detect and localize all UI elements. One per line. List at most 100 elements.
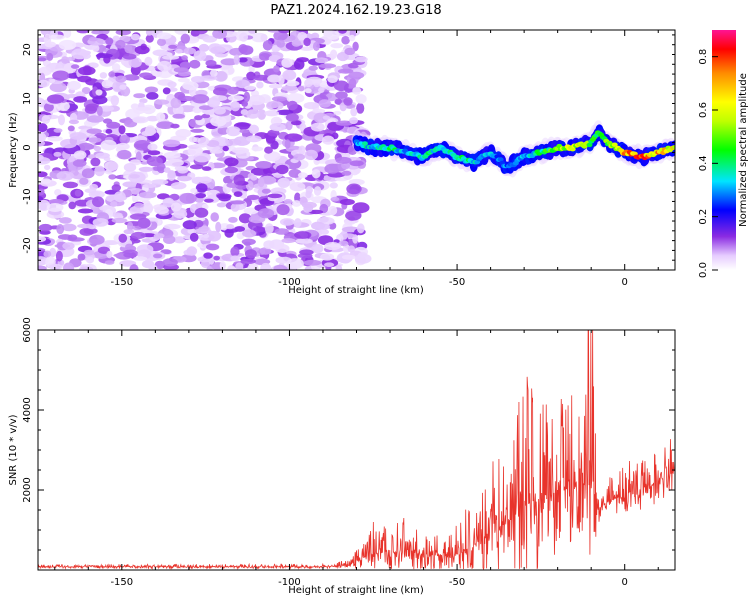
noise-cell bbox=[38, 57, 47, 62]
noise-cell bbox=[130, 213, 147, 220]
noise-cell bbox=[195, 183, 208, 193]
noise-cell bbox=[56, 224, 65, 235]
noise-cell bbox=[90, 157, 101, 167]
noise-cell bbox=[182, 220, 197, 230]
noise-cell bbox=[335, 264, 343, 270]
noise-cell bbox=[322, 135, 335, 145]
noise-cell bbox=[180, 33, 190, 44]
noise-cell bbox=[53, 128, 63, 133]
noise-cell bbox=[67, 80, 81, 91]
noise-cell bbox=[38, 265, 47, 270]
noise-cell bbox=[239, 129, 250, 134]
noise-cell bbox=[271, 96, 287, 102]
noise-cell bbox=[116, 142, 130, 151]
noise-cell bbox=[99, 72, 108, 79]
noise-cell bbox=[242, 229, 257, 238]
noise-cell bbox=[257, 109, 267, 120]
noise-cell bbox=[305, 76, 323, 85]
noise-cell bbox=[240, 258, 256, 264]
colorbar-tick-label: 0.4 bbox=[698, 155, 709, 171]
noise-cell bbox=[100, 139, 117, 151]
noise-cell bbox=[228, 216, 238, 223]
noise-cell bbox=[235, 262, 244, 270]
noise-cell bbox=[294, 218, 302, 228]
snr-xlabel: Height of straight line (km) bbox=[288, 585, 424, 596]
noise-cell bbox=[83, 249, 95, 256]
noise-cell bbox=[233, 174, 245, 186]
noise-cell bbox=[39, 230, 51, 235]
noise-cell bbox=[177, 78, 190, 83]
noise-cell bbox=[108, 174, 117, 180]
colorbar: 0.0 0.2 0.4 0.6 0.8 Normalized spectral ampl… bbox=[698, 30, 749, 278]
noise-cell bbox=[38, 79, 50, 88]
y-tick-label: 10 bbox=[22, 92, 33, 105]
noise-cell bbox=[105, 37, 114, 46]
noise-cell bbox=[146, 92, 159, 100]
noise-cell bbox=[203, 252, 213, 259]
noise-cell bbox=[157, 60, 172, 72]
noise-cell bbox=[213, 255, 220, 261]
noise-cell bbox=[175, 128, 192, 138]
noise-cell bbox=[46, 203, 64, 212]
noise-cell bbox=[206, 230, 222, 242]
noise-cell bbox=[186, 246, 198, 256]
noise-cell bbox=[352, 87, 362, 95]
y-tick-label: 2000 bbox=[22, 477, 33, 502]
noise-cell bbox=[322, 115, 331, 120]
figure-title: PAZ1.2024.162.19.23.G18 bbox=[270, 3, 441, 18]
noise-cell bbox=[104, 161, 119, 172]
noise-cell bbox=[97, 246, 110, 254]
noise-cell bbox=[349, 160, 364, 167]
noise-cell bbox=[338, 30, 347, 34]
noise-cell bbox=[348, 71, 365, 79]
y-tick-label: 6000 bbox=[22, 317, 33, 342]
noise-cell bbox=[229, 200, 245, 205]
noise-cell bbox=[145, 34, 154, 43]
colorbar-label: Normalized spectral amplitude bbox=[738, 73, 749, 227]
spectrogram-ylabel: Frequency (Hz) bbox=[8, 112, 19, 188]
noise-cell bbox=[313, 112, 329, 124]
noise-cell bbox=[297, 85, 305, 92]
noise-cell bbox=[352, 41, 359, 52]
noise-cell bbox=[335, 120, 354, 126]
noise-cell bbox=[170, 135, 187, 142]
noise-cell bbox=[285, 80, 300, 87]
noise-cell bbox=[170, 97, 182, 109]
noise-cell bbox=[213, 87, 228, 96]
noise-cell bbox=[264, 223, 274, 234]
noise-cell bbox=[94, 165, 105, 177]
noise-cell bbox=[334, 98, 342, 105]
noise-cell bbox=[346, 183, 362, 195]
noise-cell bbox=[347, 245, 356, 253]
noise-cell bbox=[89, 234, 105, 245]
noise-cell bbox=[163, 235, 176, 245]
noise-cell bbox=[91, 30, 104, 35]
noise-cell bbox=[356, 102, 365, 114]
noise-cell bbox=[123, 163, 137, 172]
noise-cell bbox=[352, 202, 370, 214]
noise-cell bbox=[111, 63, 121, 72]
noise-cell bbox=[189, 59, 201, 69]
noise-cell bbox=[212, 30, 227, 39]
noise-cell bbox=[95, 152, 110, 159]
x-tick-label: -100 bbox=[278, 577, 301, 588]
noise-cell bbox=[324, 242, 342, 251]
noise-cell bbox=[102, 240, 120, 246]
noise-cell bbox=[59, 217, 72, 224]
noise-cell bbox=[189, 164, 204, 170]
noise-cell bbox=[264, 146, 273, 154]
noise-cell bbox=[88, 36, 98, 42]
noise-cell bbox=[47, 136, 63, 142]
snr-series-line bbox=[38, 330, 675, 570]
noise-cell bbox=[175, 48, 183, 54]
noise-cell bbox=[215, 221, 222, 233]
noise-cell bbox=[281, 238, 296, 244]
x-tick-label: -150 bbox=[110, 577, 133, 588]
noise-cell bbox=[205, 243, 220, 251]
noise-cell bbox=[269, 123, 286, 132]
snr-ticks: -150 -100 -50 0 2000 4000 6000 bbox=[22, 317, 675, 588]
noise-cell bbox=[92, 44, 100, 52]
noise-cell bbox=[311, 169, 321, 179]
noise-cell bbox=[38, 188, 45, 196]
noise-cell bbox=[281, 58, 293, 68]
